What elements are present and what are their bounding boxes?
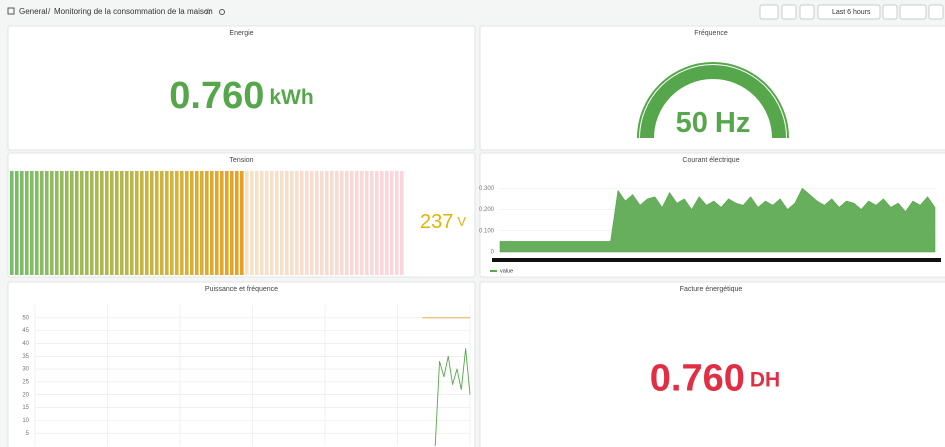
panel-title: Fréquence	[694, 30, 728, 37]
stat-number: 0.760	[650, 358, 745, 400]
series-area	[499, 187, 936, 253]
zoom-out-button[interactable]	[882, 4, 898, 20]
y-tick-label: 0	[491, 250, 495, 256]
y-tick-label: 25	[22, 379, 29, 385]
share-icon[interactable]	[219, 9, 225, 15]
y-tick-label: 0.300	[479, 186, 495, 192]
panel	[479, 281, 945, 447]
gauge-number: 50	[676, 107, 708, 139]
refresh-button[interactable]	[899, 4, 927, 20]
settings-button[interactable]	[799, 4, 815, 20]
gauge-unit: Hz	[715, 107, 750, 139]
add-panel-button[interactable]	[759, 4, 779, 20]
stat-unit: kWh	[269, 85, 313, 108]
panel-title: Energie	[229, 30, 253, 37]
save-button[interactable]	[781, 4, 797, 20]
bar-gauge-value: 237 V	[420, 211, 466, 233]
header: General / Monitoring de la consommation …	[7, 4, 944, 20]
panel-title: Tension	[229, 157, 253, 164]
y-tick-label: 40	[22, 341, 29, 347]
dashboard-title[interactable]: Monitoring de la consommation de la mais…	[54, 7, 213, 16]
gauge-value: 50 Hz	[676, 107, 751, 139]
panel-title: Courant électrique	[682, 157, 739, 164]
y-tick-label: 20	[22, 392, 29, 398]
y-tick-label: 35	[22, 354, 29, 360]
x-axis-band	[492, 258, 941, 262]
star-icon[interactable]: ☆	[204, 6, 212, 16]
breadcrumb-root[interactable]: General	[19, 7, 48, 16]
time-range[interactable]: Last 6 hours	[832, 9, 871, 16]
y-tick-label: 45	[22, 328, 29, 334]
panel-title: Puissance et fréquence	[205, 286, 278, 293]
view-mode-button[interactable]	[928, 4, 944, 20]
y-tick-label: 30	[22, 367, 29, 373]
panel	[7, 25, 476, 151]
y-tick-label: 5	[26, 431, 30, 437]
stat-unit: DH	[750, 368, 780, 391]
gauge-track	[637, 62, 789, 139]
panel	[7, 281, 476, 447]
stat-value: 0.760 kWh	[169, 75, 313, 117]
bar-gauge-unit: V	[457, 214, 466, 229]
bar-gauge-cells	[10, 171, 405, 275]
y-tick-label: 50	[22, 315, 29, 321]
apps-icon[interactable]	[7, 7, 15, 15]
stat-number: 0.760	[169, 75, 264, 117]
time-picker[interactable]	[817, 4, 881, 20]
panel-title: Facture énergétique	[680, 286, 743, 293]
legend-label: value	[500, 268, 513, 274]
y-tick-label: 0.200	[479, 207, 495, 213]
bar-gauge-number: 237	[420, 211, 453, 233]
y-tick-label: 0.100	[479, 228, 495, 234]
y-tick-label: 10	[22, 418, 29, 424]
y-tick-label: 15	[22, 405, 29, 411]
breadcrumb-separator: /	[48, 7, 51, 16]
stat-value: 0.760 DH	[650, 358, 780, 400]
series-line	[434, 348, 471, 447]
panel	[479, 25, 945, 151]
gauge-arc	[640, 65, 786, 139]
